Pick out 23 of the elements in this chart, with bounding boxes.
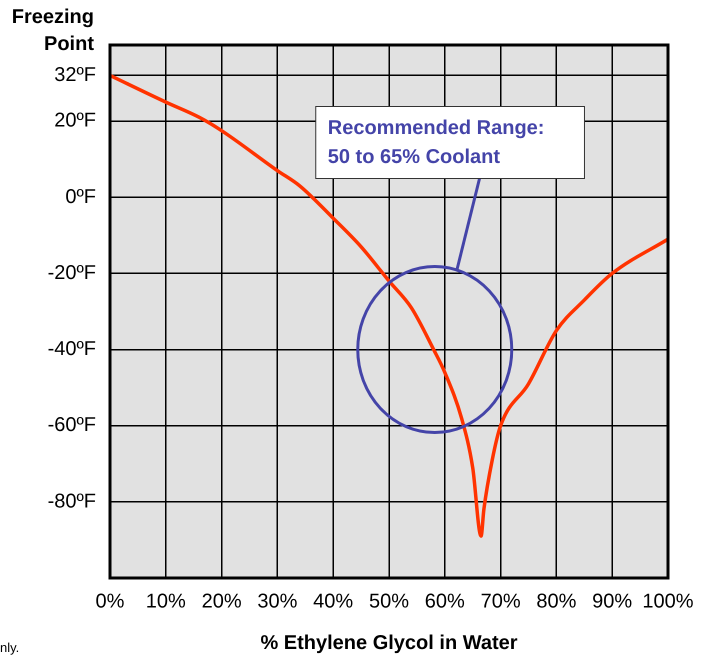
x-tick-label: 50%: [368, 590, 410, 613]
x-tick-label: 60%: [424, 590, 466, 613]
x-tick-label: 70%: [480, 590, 521, 613]
x-tick-label: 80%: [536, 590, 577, 613]
x-tick-label: 20%: [202, 590, 242, 613]
y-tick-label: -80ºF: [48, 490, 96, 512]
line-series: [110, 74, 668, 538]
y-tick-label: 20ºF: [54, 110, 96, 132]
y-tick-label: -60ºF: [48, 414, 96, 436]
text: nly.: [0, 640, 20, 655]
x-tick-label: 40%: [313, 590, 354, 613]
x-tick-label: 100%: [642, 590, 694, 613]
x-tick-label: 10%: [146, 590, 186, 613]
x-tick-label: 90%: [592, 590, 632, 613]
x-axis-title: % Ethylene Glycol in Water: [259, 632, 519, 655]
x-tick-label: 0%: [96, 590, 125, 613]
annotation: Recommended Range: 50 to 65% Coolant: [328, 117, 544, 168]
y-tick-label: -40ºF: [48, 338, 96, 360]
y-tick-label: -20ºF: [48, 262, 96, 284]
y-axis-title: Freezing Point: [10, 5, 94, 57]
x-tick-label: 30%: [257, 590, 298, 613]
y-tick-label: 32ºF: [54, 64, 96, 86]
y-tick-label: 0ºF: [65, 186, 96, 208]
